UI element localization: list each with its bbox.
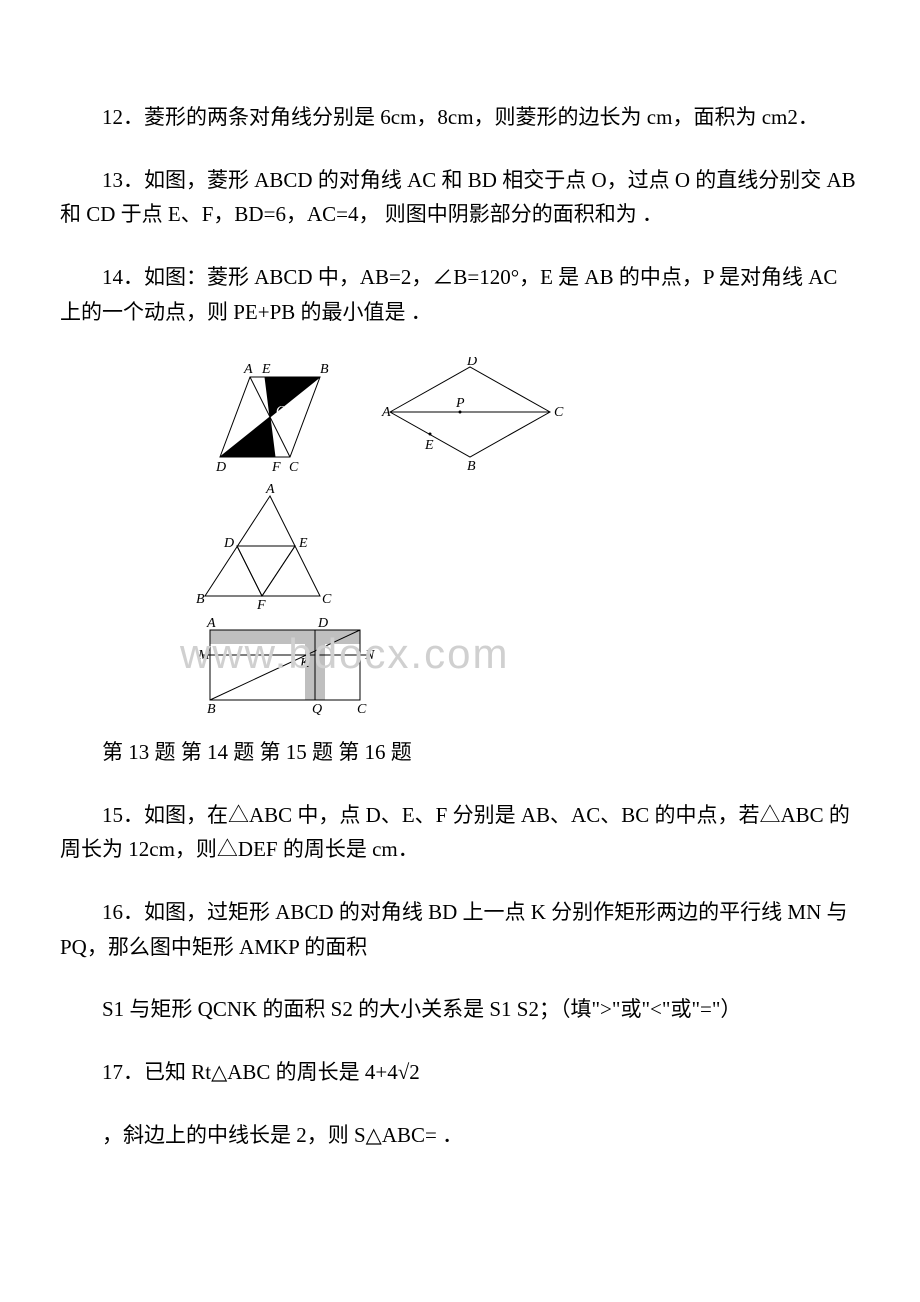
fig15-label-E: E [298, 536, 308, 551]
figure-15: A B C D E F [190, 481, 370, 611]
fig14-label-E: E [424, 438, 434, 453]
fig14-label-C: C [554, 405, 564, 420]
figure-row-2: A B C D E F [190, 481, 860, 611]
fig16-label-B: B [207, 702, 216, 715]
figure-row-1: A E B O D F C A C D B P [190, 357, 860, 477]
question-17b: ，斜边上的中线长是 2，则 S△ABC= ． [60, 1118, 860, 1153]
fig16-label-D: D [317, 616, 328, 631]
fig16-label-C: C [357, 702, 367, 715]
fig15-label-B: B [196, 592, 205, 607]
fig15-label-C: C [322, 592, 332, 607]
question-17a: 17．已知 Rt△ABC 的周长是 4+4√2 [60, 1055, 860, 1090]
figure-caption: 第 13 题 第 14 题 第 15 题 第 16 题 [60, 735, 860, 770]
fig14-label-B: B [467, 459, 476, 474]
fig14-label-D: D [466, 357, 477, 369]
fig14-label-A: A [381, 405, 391, 420]
question-13: 13．如图，菱形 ABCD 的对角线 AC 和 BD 相交于点 O，过点 O 的… [60, 163, 860, 232]
question-12: 12．菱形的两条对角线分别是 6cm，8cm，则菱形的边长为 cm，面积为 cm… [60, 100, 860, 135]
fig13-label-B: B [320, 362, 329, 377]
fig13-label-D: D [215, 460, 226, 475]
fig13-label-E: E [261, 362, 271, 377]
fig15-label-F: F [256, 598, 266, 611]
fig16-label-A: A [206, 616, 216, 631]
fig15-label-D: D [223, 536, 234, 551]
fig15-label-A: A [265, 482, 275, 497]
figure-13-14: A E B O D F C A C D B P [190, 357, 570, 477]
figures-block: A E B O D F C A C D B P [190, 357, 860, 715]
question-15: 15．如图，在△ABC 中，点 D、E、F 分别是 AB、AC、BC 的中点，若… [60, 798, 860, 867]
question-16a: 16．如图，过矩形 ABCD 的对角线 BD 上一点 K 分别作矩形两边的平行线… [60, 895, 860, 964]
fig13-label-O: O [276, 404, 286, 419]
fig13-label-F: F [271, 460, 281, 475]
fig16-label-N: N [364, 648, 375, 663]
figure-16: A D M N K B Q C [190, 615, 390, 715]
figure-row-3: A D M N K B Q C [190, 615, 860, 715]
fig16-label-Q: Q [312, 702, 322, 715]
fig16-label-K: K [299, 656, 310, 671]
fig13-label-C: C [289, 460, 299, 475]
question-16b: S1 与矩形 QCNK 的面积 S2 的大小关系是 S1 S2；（填">"或"<… [60, 992, 860, 1027]
fig13-label-A: A [243, 362, 253, 377]
fig16-label-M: M [197, 648, 211, 663]
fig14-label-P: P [455, 396, 465, 411]
question-14: 14．如图：菱形 ABCD 中，AB=2，∠B=120°，E 是 AB 的中点，… [60, 260, 860, 329]
